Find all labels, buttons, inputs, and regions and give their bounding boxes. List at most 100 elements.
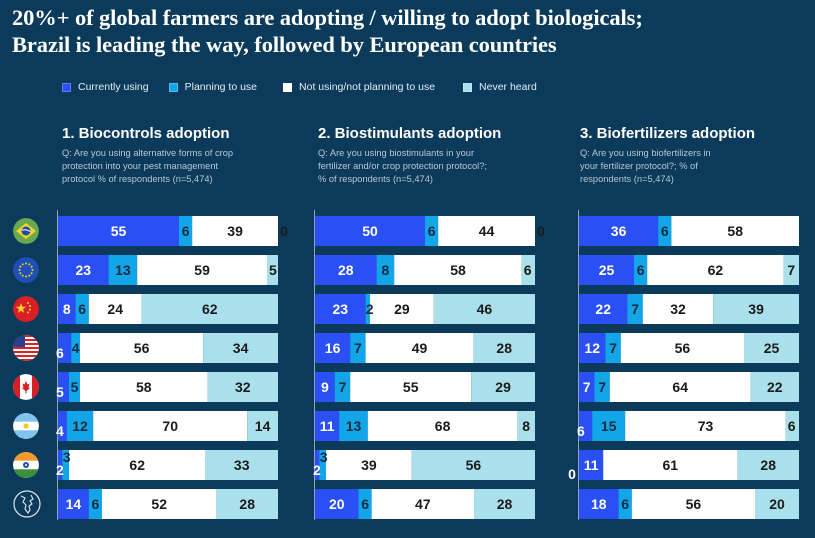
- bar-segment-currently-using: [579, 333, 606, 363]
- data-label-planning-to-use: 8: [382, 262, 390, 278]
- legend-item-currently-using: Currently using: [62, 81, 149, 93]
- data-label-planning-to-use: 7: [631, 301, 639, 317]
- bar-segment-not-using-not-planning-to-use: [603, 450, 738, 480]
- bar-row-europe: 28 8 58 6: [315, 255, 535, 285]
- data-label-currently-using: 2: [313, 462, 321, 478]
- data-label-never-heard: 28: [239, 496, 255, 512]
- data-label-currently-using: 11: [320, 418, 335, 434]
- bar-segment-planning-to-use: [62, 450, 69, 480]
- bar-segment-not-using-not-planning-to-use: [88, 294, 142, 324]
- data-label-planning-to-use: 7: [609, 340, 617, 356]
- data-label-not-using-not-planning-to-use: 52: [151, 496, 167, 512]
- bar-segment-not-using-not-planning-to-use: [367, 411, 518, 441]
- data-label-currently-using: 28: [338, 262, 354, 278]
- data-label-not-using-not-planning-to-use: 49: [412, 340, 428, 356]
- bar-segment-not-using-not-planning-to-use: [394, 255, 522, 285]
- question-line: Q: Are you using biostimulants in your: [318, 148, 475, 158]
- data-label-never-heard: 39: [748, 301, 764, 317]
- bar-segment-not-using-not-planning-to-use: [631, 489, 755, 519]
- data-label-never-heard: 33: [234, 457, 250, 473]
- legend-swatch: [168, 82, 178, 92]
- bar-segment-not-using-not-planning-to-use: [647, 255, 784, 285]
- bar-segment-currently-using: [58, 294, 76, 324]
- question-line: Q: Are you using biofertilizers in: [580, 148, 711, 158]
- data-label-never-heard: 25: [764, 340, 780, 356]
- panel-title: 3. Biofertilizers adoption: [580, 125, 756, 142]
- data-label-never-heard: 32: [235, 379, 251, 395]
- bar-row-global: 18 6 56 20: [579, 489, 799, 519]
- data-label-planning-to-use: 15: [601, 418, 617, 434]
- data-label-currently-using: 18: [591, 496, 607, 512]
- panel-question: Q: Are you using biostimulants in your f…: [318, 147, 501, 186]
- question-line: respondents (n=5,474): [580, 174, 674, 184]
- legend-label: Currently using: [78, 81, 149, 93]
- bar-segment-never-heard: [471, 372, 535, 402]
- data-label-never-heard: 6: [788, 418, 796, 434]
- data-label-never-heard: 28: [497, 496, 513, 512]
- bar-segment-currently-using: [579, 372, 595, 402]
- data-label-never-heard: 14: [255, 418, 271, 434]
- data-label-planning-to-use: 6: [182, 223, 190, 239]
- bar-segment-currently-using: [315, 450, 320, 480]
- bar-segment-not-using-not-planning-to-use: [93, 411, 248, 441]
- bar-segment-planning-to-use: [69, 372, 80, 402]
- data-label-not-using-not-planning-to-use: 58: [136, 379, 152, 395]
- india-flag-icon: [13, 452, 39, 478]
- question-line: Q: Are you using alternative forms of cr…: [62, 148, 234, 158]
- data-label-planning-to-use: 4: [72, 340, 80, 356]
- bar-segment-planning-to-use: [108, 255, 138, 285]
- data-label-not-using-not-planning-to-use: 58: [727, 223, 743, 239]
- data-label-never-heard: 28: [760, 457, 776, 473]
- bar-row-india: 11 0 61 28: [568, 450, 799, 482]
- data-label-never-heard: 0: [537, 223, 545, 239]
- bar-segment-planning-to-use: [365, 294, 370, 324]
- bar-segment-planning-to-use: [350, 333, 366, 363]
- panel-question: Q: Are you using alternative forms of cr…: [62, 147, 233, 186]
- question-line: protection into your pest management: [62, 161, 219, 171]
- bar-segment-currently-using: [579, 489, 619, 519]
- axis-line-biofertilizers: [578, 210, 579, 520]
- bar-segment-currently-using: [579, 216, 659, 246]
- data-label-not-using-not-planning-to-use: 39: [361, 457, 377, 473]
- data-label-not-using-not-planning-to-use: 24: [107, 301, 123, 317]
- bar-segment-currently-using: [315, 294, 366, 324]
- data-label-planning-to-use: 6: [78, 301, 86, 317]
- data-label-planning-to-use: 0: [568, 466, 576, 482]
- legend-label: Not using/not planning to use: [299, 81, 436, 93]
- bar-segment-never-heard: [411, 450, 535, 480]
- bar-row-china: 8 6 24 62: [58, 294, 278, 324]
- bar-segment-planning-to-use: [658, 216, 672, 246]
- data-label-currently-using: 6: [56, 345, 64, 361]
- bar-segment-planning-to-use: [179, 216, 193, 246]
- bar-segment-planning-to-use: [594, 372, 610, 402]
- bar-segment-currently-using: [315, 372, 335, 402]
- data-label-currently-using: 16: [325, 340, 341, 356]
- data-label-not-using-not-planning-to-use: 73: [698, 418, 714, 434]
- data-label-not-using-not-planning-to-use: 64: [672, 379, 688, 395]
- data-label-not-using-not-planning-to-use: 29: [394, 301, 410, 317]
- bar-segment-planning-to-use: [71, 333, 80, 363]
- data-label-never-heard: 34: [233, 340, 249, 356]
- bar-segment-not-using-not-planning-to-use: [625, 411, 786, 441]
- bar-segment-not-using-not-planning-to-use: [80, 372, 208, 402]
- bar-row-brazil: 50 6 44 0: [315, 216, 545, 246]
- bar-row-united-states: 16 7 49 28: [315, 333, 535, 363]
- legend-swatch: [62, 82, 71, 92]
- data-label-never-heard: 5: [269, 262, 277, 278]
- title-line-1: 20%+ of global farmers are adopting / wi…: [12, 5, 643, 30]
- data-label-not-using-not-planning-to-use: 62: [129, 457, 145, 473]
- bar-segment-never-heard: [247, 411, 278, 441]
- data-label-planning-to-use: 3: [63, 449, 71, 465]
- argentina-flag-icon: [13, 413, 39, 439]
- bar-segment-currently-using: [58, 450, 63, 480]
- bar-row-china: 23 2 29 46: [315, 294, 535, 324]
- bar-row-global: 20 6 47 28: [315, 489, 535, 519]
- bar-segment-currently-using: [579, 411, 593, 441]
- bar-segment-never-heard: [205, 450, 278, 480]
- bar-row-brazil: 55 6 39 0: [58, 216, 288, 246]
- data-label-not-using-not-planning-to-use: 39: [227, 223, 243, 239]
- bar-segment-currently-using: [58, 255, 109, 285]
- bar-row-india: 23 62 33: [56, 449, 278, 480]
- data-label-currently-using: 50: [362, 223, 378, 239]
